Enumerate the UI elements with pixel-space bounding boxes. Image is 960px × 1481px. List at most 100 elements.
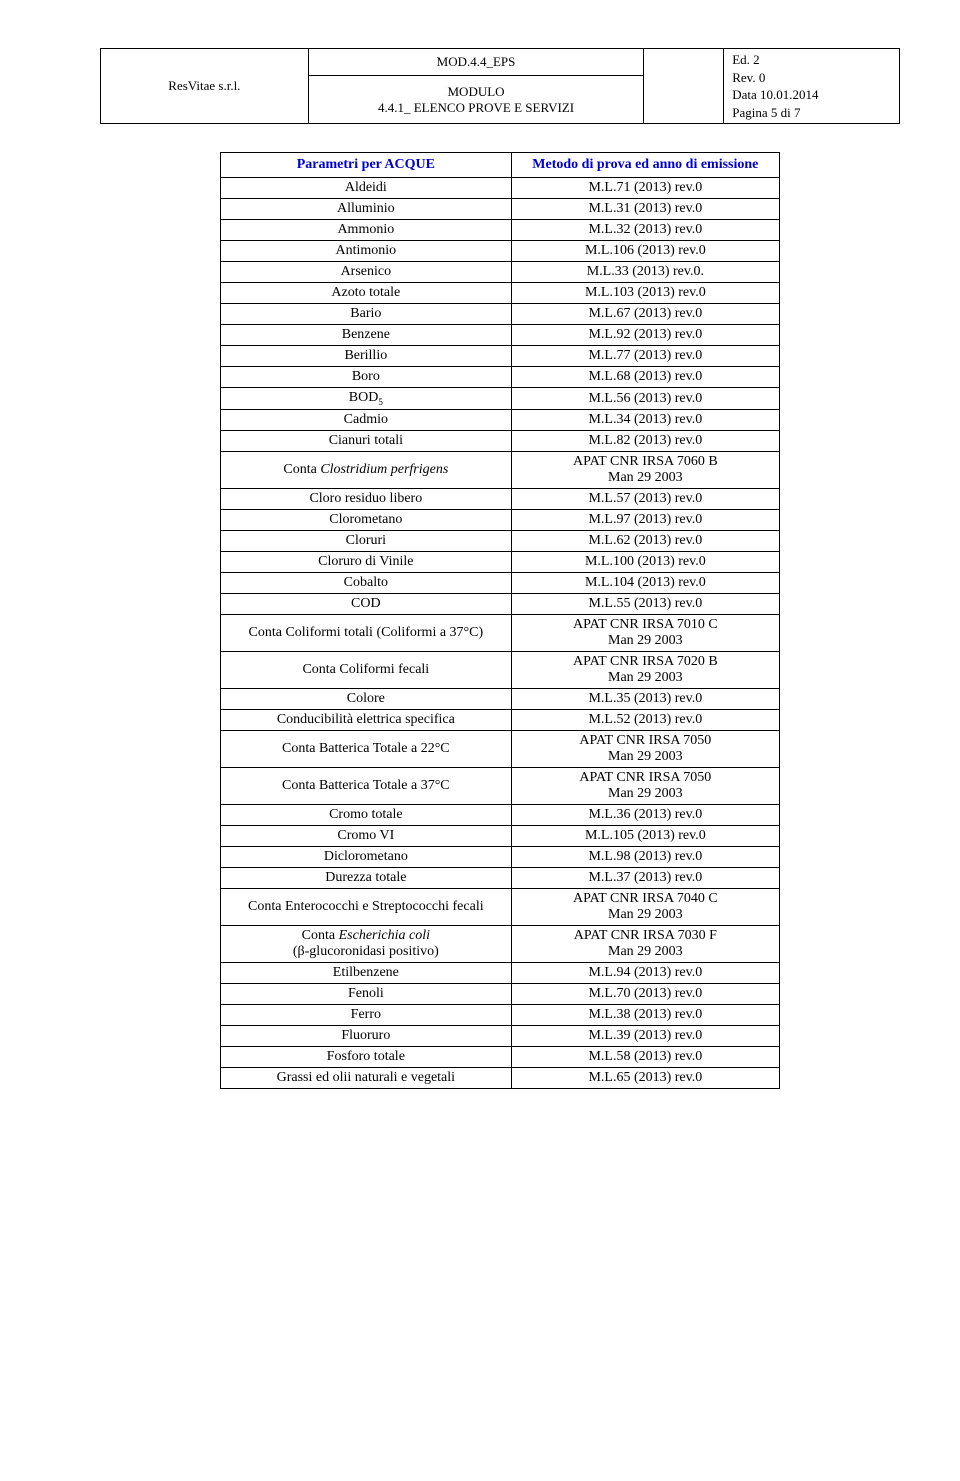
header-mod-b2: 4.4.1_ ELENCO PROVE E SERVIZI <box>378 100 574 115</box>
method-cell: M.L.103 (2013) rev.0 <box>511 283 779 304</box>
header-mod-b1: MODULO <box>448 84 505 99</box>
table-row: AldeidiM.L.71 (2013) rev.0 <box>221 178 780 199</box>
method-cell: M.L.71 (2013) rev.0 <box>511 178 779 199</box>
header-page: Pagina 5 di 7 <box>732 104 891 122</box>
table-row: Azoto totaleM.L.103 (2013) rev.0 <box>221 283 780 304</box>
method-cell: M.L.105 (2013) rev.0 <box>511 825 779 846</box>
param-cell: Cloruro di Vinile <box>221 551 512 572</box>
method-cell: M.L.34 (2013) rev.0 <box>511 409 779 430</box>
param-cell: Berillio <box>221 346 512 367</box>
col-header-param: Parametri per ACQUE <box>221 153 512 178</box>
method-cell: M.L.35 (2013) rev.0 <box>511 688 779 709</box>
table-row: ColoreM.L.35 (2013) rev.0 <box>221 688 780 709</box>
param-cell: Ammonio <box>221 220 512 241</box>
table-row: Conta Coliformi fecaliAPAT CNR IRSA 7020… <box>221 651 780 688</box>
param-cell: Conta Escherichia coli (β-glucoronidasi … <box>221 925 512 962</box>
method-cell: M.L.98 (2013) rev.0 <box>511 846 779 867</box>
table-row: FenoliM.L.70 (2013) rev.0 <box>221 983 780 1004</box>
table-row: AmmonioM.L.32 (2013) rev.0 <box>221 220 780 241</box>
header-right: Ed. 2 Rev. 0 Data 10.01.2014 Pagina 5 di… <box>724 49 900 124</box>
param-cell: Cromo VI <box>221 825 512 846</box>
table-row: BoroM.L.68 (2013) rev.0 <box>221 367 780 388</box>
method-cell: M.L.70 (2013) rev.0 <box>511 983 779 1004</box>
method-cell: M.L.77 (2013) rev.0 <box>511 346 779 367</box>
param-cell: Colore <box>221 688 512 709</box>
param-cell: Antimonio <box>221 241 512 262</box>
table-row: DiclorometanoM.L.98 (2013) rev.0 <box>221 846 780 867</box>
param-cell: Aldeidi <box>221 178 512 199</box>
header-mod-top: MOD.4.4_EPS <box>308 49 644 76</box>
table-row: CadmioM.L.34 (2013) rev.0 <box>221 409 780 430</box>
param-cell: Conta Batterica Totale a 37°C <box>221 767 512 804</box>
method-cell: M.L.97 (2013) rev.0 <box>511 509 779 530</box>
table-row: Conta Coliformi totali (Coliformi a 37°C… <box>221 614 780 651</box>
method-cell: M.L.92 (2013) rev.0 <box>511 325 779 346</box>
table-row: EtilbenzeneM.L.94 (2013) rev.0 <box>221 962 780 983</box>
param-cell: COD <box>221 593 512 614</box>
param-cell: Bario <box>221 304 512 325</box>
header-table: ResVitae s.r.l. MOD.4.4_EPS Ed. 2 Rev. 0… <box>100 48 900 124</box>
param-cell: Conta Coliformi fecali <box>221 651 512 688</box>
table-row: BOD5M.L.56 (2013) rev.0 <box>221 388 780 410</box>
method-cell: M.L.106 (2013) rev.0 <box>511 241 779 262</box>
param-cell: Durezza totale <box>221 867 512 888</box>
method-cell: M.L.82 (2013) rev.0 <box>511 430 779 451</box>
table-row: Conta Escherichia coli (β-glucoronidasi … <box>221 925 780 962</box>
param-cell: Conta Coliformi totali (Coliformi a 37°C… <box>221 614 512 651</box>
method-cell: APAT CNR IRSA 7060 BMan 29 2003 <box>511 451 779 488</box>
param-cell: BOD5 <box>221 388 512 410</box>
param-cell: Cloruri <box>221 530 512 551</box>
method-cell: M.L.57 (2013) rev.0 <box>511 488 779 509</box>
param-cell: Ferro <box>221 1004 512 1025</box>
table-row: CobaltoM.L.104 (2013) rev.0 <box>221 572 780 593</box>
content-table-body: AldeidiM.L.71 (2013) rev.0AlluminioM.L.3… <box>221 178 780 1089</box>
param-cell: Clorometano <box>221 509 512 530</box>
param-cell: Fenoli <box>221 983 512 1004</box>
param-cell: Arsenico <box>221 262 512 283</box>
param-cell: Grassi ed olii naturali e vegetali <box>221 1067 512 1088</box>
table-row: Cromo totaleM.L.36 (2013) rev.0 <box>221 804 780 825</box>
param-cell: Fluoruro <box>221 1025 512 1046</box>
table-row: Cloro residuo liberoM.L.57 (2013) rev.0 <box>221 488 780 509</box>
table-row: FerroM.L.38 (2013) rev.0 <box>221 1004 780 1025</box>
method-cell: APAT CNR IRSA 7030 FMan 29 2003 <box>511 925 779 962</box>
param-cell: Cobalto <box>221 572 512 593</box>
method-cell: M.L.39 (2013) rev.0 <box>511 1025 779 1046</box>
param-cell: Cadmio <box>221 409 512 430</box>
table-row: Cianuri totaliM.L.82 (2013) rev.0 <box>221 430 780 451</box>
method-cell: APAT CNR IRSA 7020 BMan 29 2003 <box>511 651 779 688</box>
param-cell: Cromo totale <box>221 804 512 825</box>
param-cell: Conta Batterica Totale a 22°C <box>221 730 512 767</box>
table-row: Fosforo totaleM.L.58 (2013) rev.0 <box>221 1046 780 1067</box>
table-row: Cloruro di VinileM.L.100 (2013) rev.0 <box>221 551 780 572</box>
method-cell: M.L.67 (2013) rev.0 <box>511 304 779 325</box>
method-cell: M.L.62 (2013) rev.0 <box>511 530 779 551</box>
table-row: BenzeneM.L.92 (2013) rev.0 <box>221 325 780 346</box>
param-cell: Fosforo totale <box>221 1046 512 1067</box>
col-header-method: Metodo di prova ed anno di emissione <box>511 153 779 178</box>
table-row: AlluminioM.L.31 (2013) rev.0 <box>221 199 780 220</box>
method-cell: APAT CNR IRSA 7040 CMan 29 2003 <box>511 888 779 925</box>
table-row: Conducibilità elettrica specificaM.L.52 … <box>221 709 780 730</box>
table-row: BerillioM.L.77 (2013) rev.0 <box>221 346 780 367</box>
method-cell: M.L.31 (2013) rev.0 <box>511 199 779 220</box>
table-row: ArsenicoM.L.33 (2013) rev.0. <box>221 262 780 283</box>
param-cell: Conducibilità elettrica specifica <box>221 709 512 730</box>
param-cell: Cianuri totali <box>221 430 512 451</box>
method-cell: M.L.52 (2013) rev.0 <box>511 709 779 730</box>
param-cell: Benzene <box>221 325 512 346</box>
header-date: Data 10.01.2014 <box>732 86 891 104</box>
param-cell: Azoto totale <box>221 283 512 304</box>
param-cell: Diclorometano <box>221 846 512 867</box>
page: ResVitae s.r.l. MOD.4.4_EPS Ed. 2 Rev. 0… <box>0 0 960 1149</box>
table-row: FluoruroM.L.39 (2013) rev.0 <box>221 1025 780 1046</box>
method-cell: M.L.65 (2013) rev.0 <box>511 1067 779 1088</box>
table-row: Conta Batterica Totale a 22°CAPAT CNR IR… <box>221 730 780 767</box>
header-org: ResVitae s.r.l. <box>101 49 309 124</box>
method-cell: M.L.37 (2013) rev.0 <box>511 867 779 888</box>
method-cell: M.L.94 (2013) rev.0 <box>511 962 779 983</box>
method-cell: M.L.33 (2013) rev.0. <box>511 262 779 283</box>
param-cell: Alluminio <box>221 199 512 220</box>
header-ed: Ed. 2 <box>732 51 891 69</box>
table-row: Cromo VIM.L.105 (2013) rev.0 <box>221 825 780 846</box>
